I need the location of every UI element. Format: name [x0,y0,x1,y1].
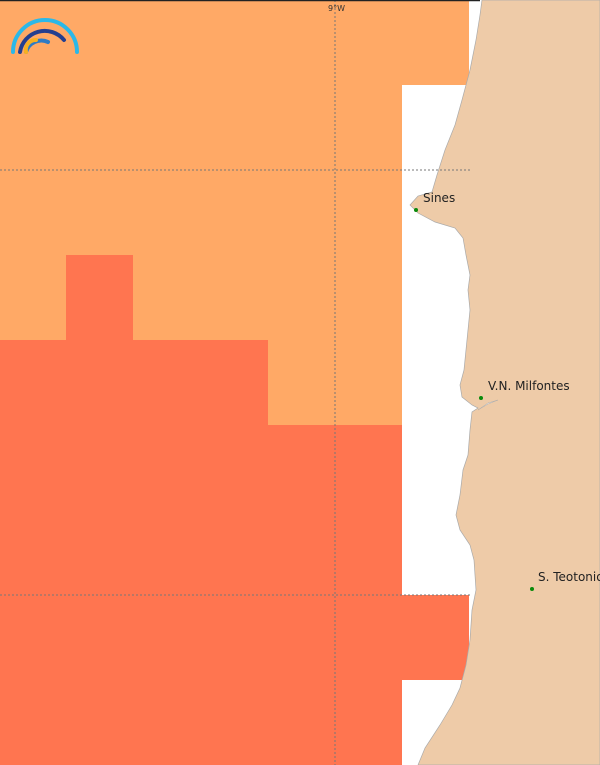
land-mass [409,0,600,765]
place-marker-milfontes[interactable] [479,396,483,400]
place-marker-sines[interactable] [414,208,418,212]
grid-cell-low [268,340,402,425]
rainbow-logo-icon [11,18,79,54]
place-label-teotonio: S. Teotonio [538,570,600,584]
grid-cell-low [0,85,402,340]
grid-cell-high [66,255,133,341]
place-label-sines: Sines [423,191,456,205]
grid-cell-high [0,425,402,595]
place-marker-teotonio[interactable] [530,587,534,591]
place-markers [414,208,534,591]
grid-cell-high [0,595,469,680]
grid-cell-high [0,340,268,425]
place-label-milfontes: V.N. Milfontes [488,379,570,393]
grid-cell-high [0,680,402,765]
forecast-grid-cells [0,0,469,765]
river-estuary [477,399,499,411]
longitude-label: 9°W [328,4,345,13]
grid-cell-low [0,0,469,85]
